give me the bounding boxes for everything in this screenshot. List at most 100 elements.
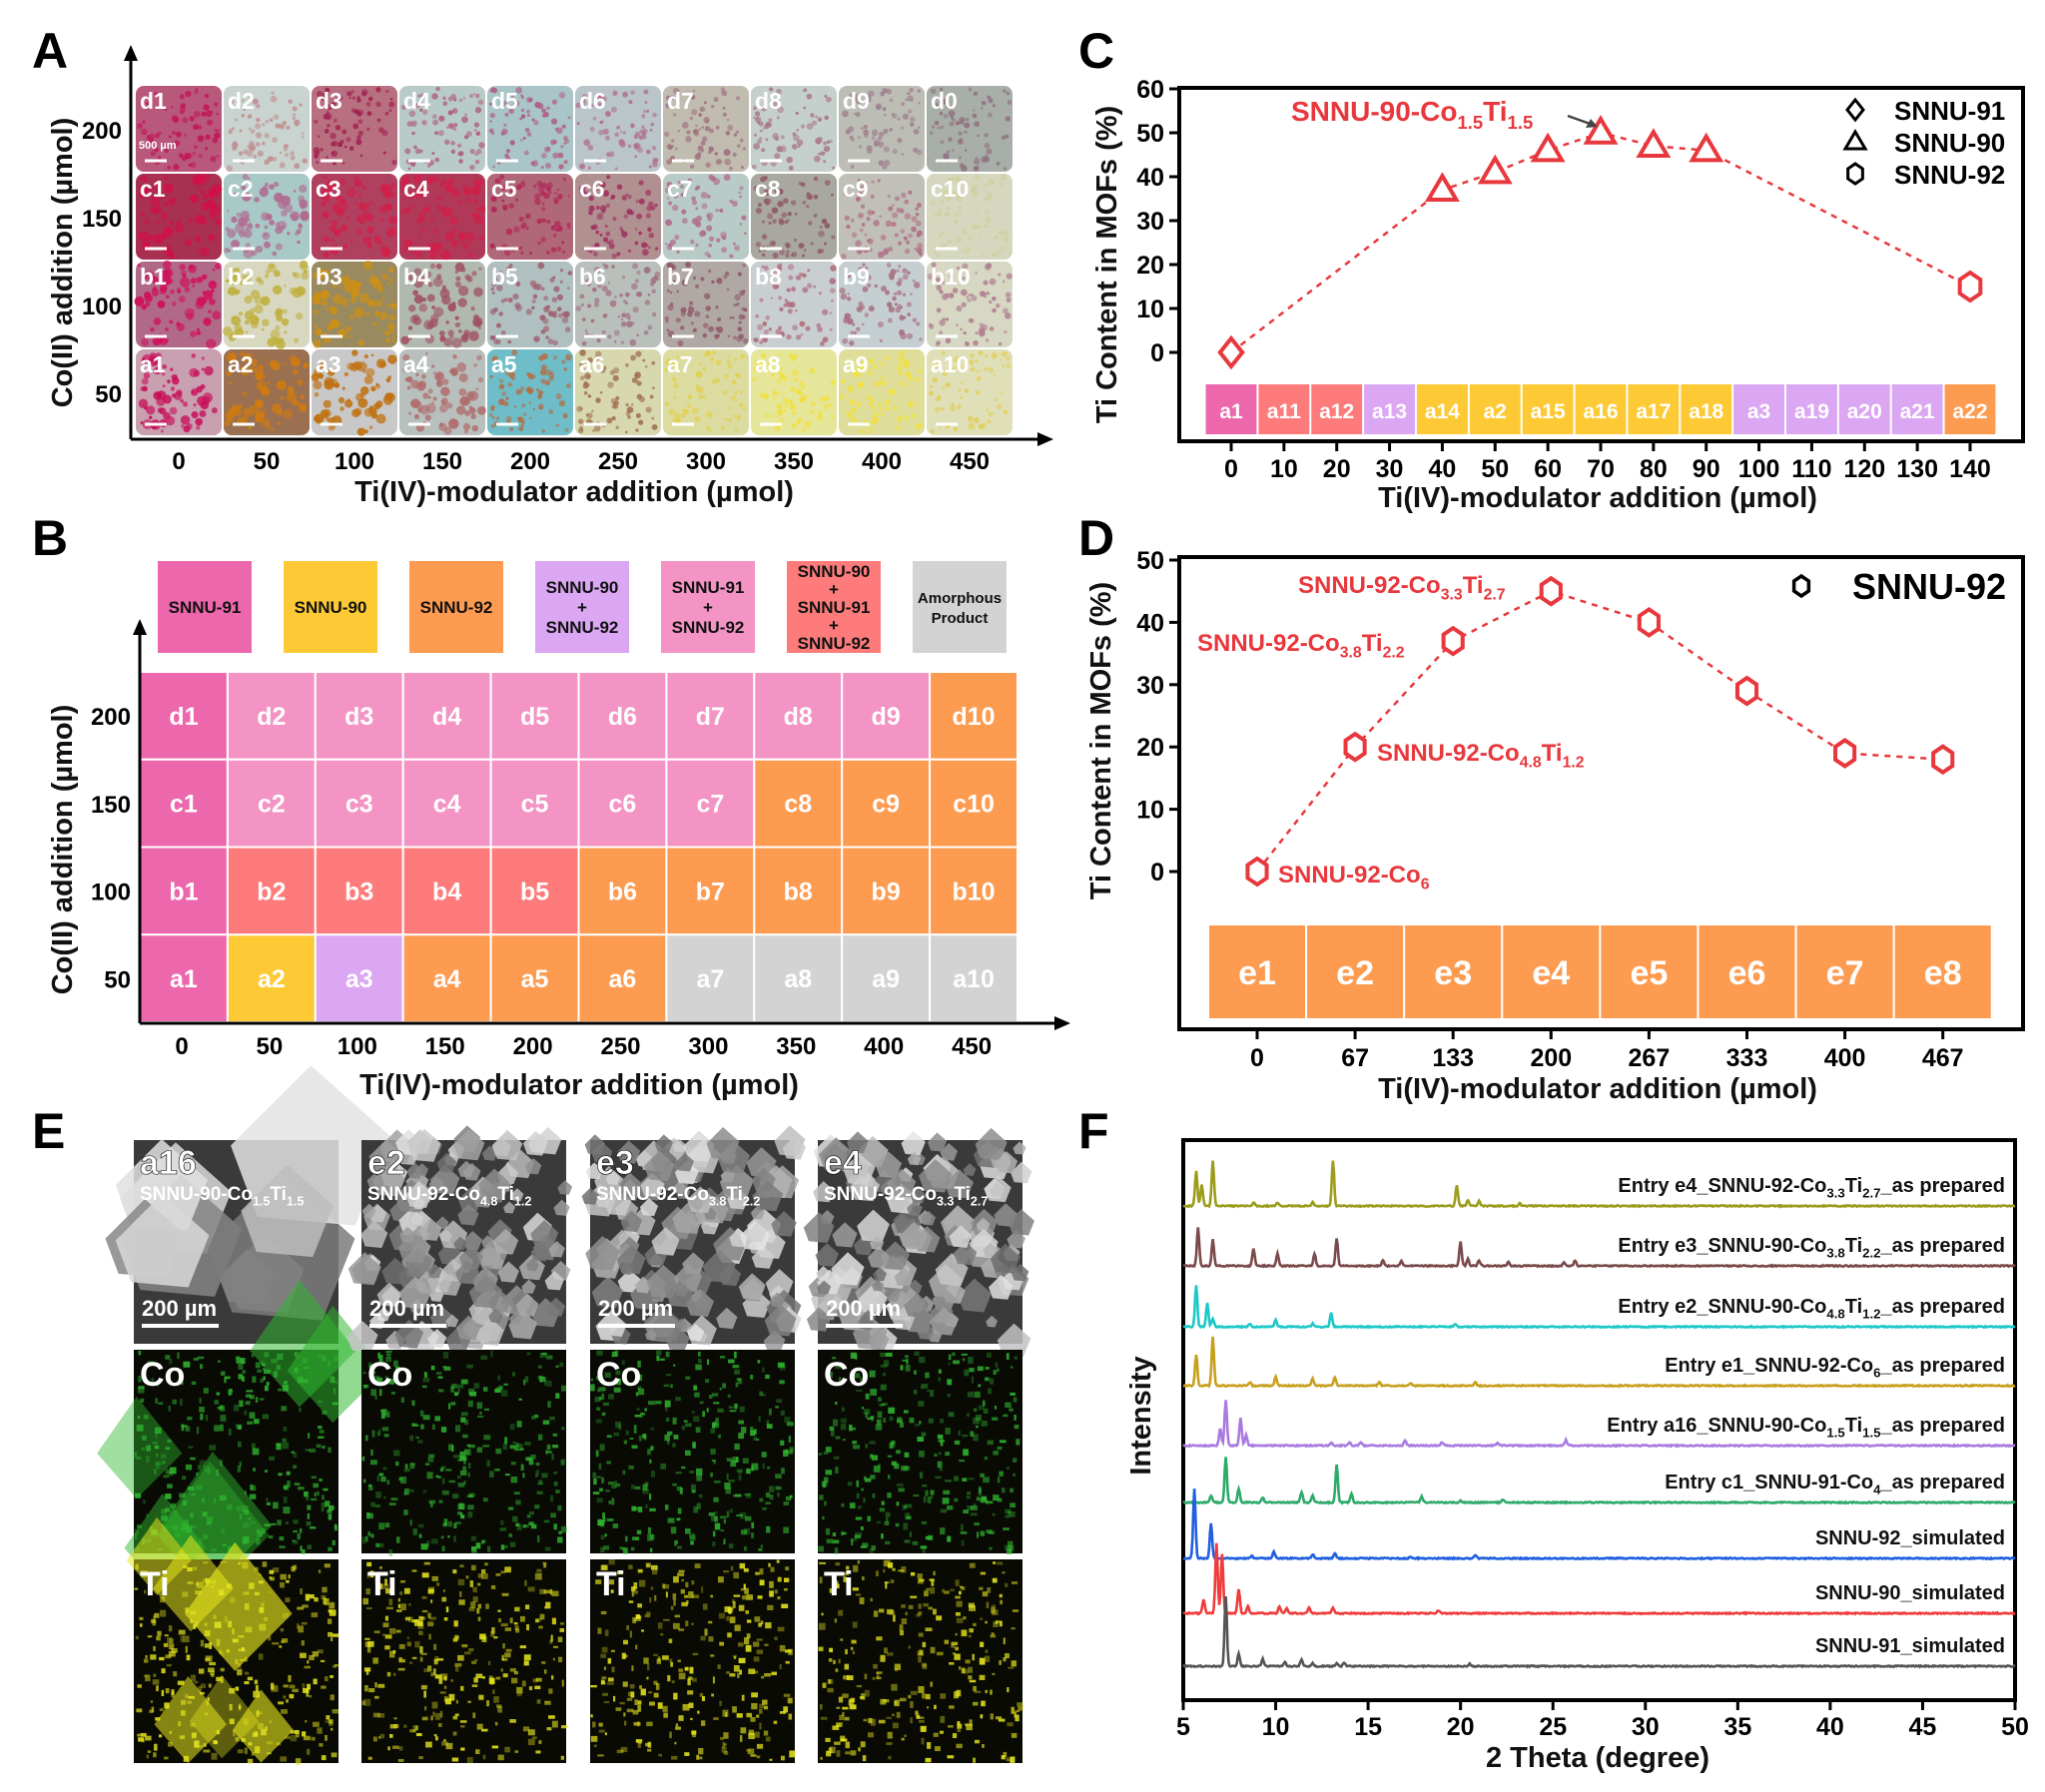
- crystal: [293, 368, 299, 375]
- crystal: [267, 380, 271, 385]
- crystal: [992, 252, 998, 258]
- signal-dot: [675, 1539, 678, 1544]
- signal-dot: [663, 1384, 670, 1388]
- signal-dot: [245, 1656, 248, 1662]
- crystal: [297, 378, 304, 386]
- signal-dot: [471, 1684, 478, 1687]
- signal-dot: [693, 1385, 698, 1391]
- crystal: [779, 263, 783, 267]
- legend-label: SNNU-92: [672, 618, 745, 637]
- crystal: [445, 126, 449, 129]
- crystal: [762, 321, 768, 326]
- signal-dot: [365, 1535, 368, 1542]
- crystal: [824, 242, 827, 246]
- crystal: [792, 324, 799, 331]
- crystal: [689, 164, 695, 169]
- signal-dot: [525, 1457, 532, 1462]
- crystal: [607, 334, 612, 339]
- hexagon-marker: [1931, 744, 1955, 776]
- signal-dot: [361, 1456, 365, 1462]
- signal-dot: [295, 1352, 298, 1357]
- crystal: [898, 241, 903, 246]
- signal-dot: [500, 1668, 503, 1672]
- hexagon-marker: [1343, 731, 1367, 763]
- signal-dot: [154, 1612, 160, 1618]
- crystal: [584, 280, 588, 283]
- signal-dot: [553, 1472, 558, 1475]
- crystal: [899, 208, 905, 214]
- signal-dot: [409, 1729, 416, 1733]
- crystal: [227, 290, 232, 295]
- signal-dot: [448, 1444, 453, 1452]
- crystal: [447, 111, 452, 115]
- crystal: [624, 312, 631, 319]
- crystal: [888, 305, 895, 313]
- crystal: [231, 240, 241, 249]
- crystal: [190, 162, 197, 169]
- crystal: [695, 221, 702, 228]
- crystal: [216, 129, 221, 133]
- crystal: [616, 184, 623, 190]
- signal-dot: [560, 1755, 564, 1760]
- crystal: [172, 376, 180, 385]
- crystal: [651, 161, 658, 168]
- crystal: [892, 148, 898, 155]
- crystal: [646, 109, 650, 113]
- crystal: [523, 150, 529, 156]
- crystal: [633, 143, 638, 149]
- phase-cell-label: a6: [609, 965, 637, 993]
- crystal: [824, 115, 829, 121]
- signal-dot: [204, 1643, 209, 1648]
- crystal: [216, 155, 220, 158]
- crystal: [366, 111, 372, 117]
- crystal: [343, 243, 348, 248]
- signal-dot: [203, 1388, 209, 1394]
- crystal: [787, 308, 793, 314]
- crystal: [739, 186, 744, 191]
- signal-dot: [481, 1568, 486, 1574]
- crystal: [184, 134, 188, 137]
- crystal: [532, 408, 535, 411]
- crystal: [673, 395, 677, 399]
- crystal: [797, 277, 802, 281]
- signal-dot: [290, 1730, 297, 1734]
- crystal: [222, 326, 233, 336]
- crystal: [665, 95, 671, 101]
- crystal: [1003, 89, 1007, 94]
- crystal: [554, 192, 558, 195]
- crystal: [392, 334, 396, 338]
- ti-map-a16: Ti: [126, 1516, 340, 1765]
- crystal: [384, 203, 393, 212]
- signal-dot: [321, 1501, 328, 1508]
- crystal: [254, 197, 261, 203]
- crystal: [733, 133, 738, 137]
- crystal: [831, 193, 834, 197]
- crystal: [929, 322, 933, 327]
- crystal: [768, 87, 774, 92]
- signal-dot: [264, 1616, 269, 1621]
- photo-cell-label: b2: [228, 264, 255, 290]
- crystal: [868, 90, 875, 97]
- signal-dot: [421, 1572, 429, 1578]
- crystal: [639, 129, 644, 134]
- crystal: [193, 111, 201, 118]
- signal-dot: [430, 1672, 434, 1677]
- crystal: [293, 190, 297, 193]
- crystal: [607, 381, 614, 388]
- signal-dot: [403, 1509, 408, 1515]
- photo-cell-c5: c5: [487, 174, 573, 260]
- signal-dot: [537, 1535, 540, 1542]
- signal-dot: [479, 1412, 482, 1415]
- crystal: [441, 207, 453, 218]
- signal-dot: [276, 1365, 282, 1371]
- crystal: [513, 404, 517, 408]
- crystal: [608, 151, 615, 158]
- photo-cell-a6: a6: [575, 349, 661, 435]
- crystal: [809, 367, 816, 374]
- crystal: [879, 338, 883, 342]
- crystal: [996, 162, 1001, 166]
- crystal: [280, 395, 286, 400]
- crystal: [288, 99, 293, 104]
- signal-dot: [228, 1429, 232, 1436]
- crystal: [490, 196, 497, 203]
